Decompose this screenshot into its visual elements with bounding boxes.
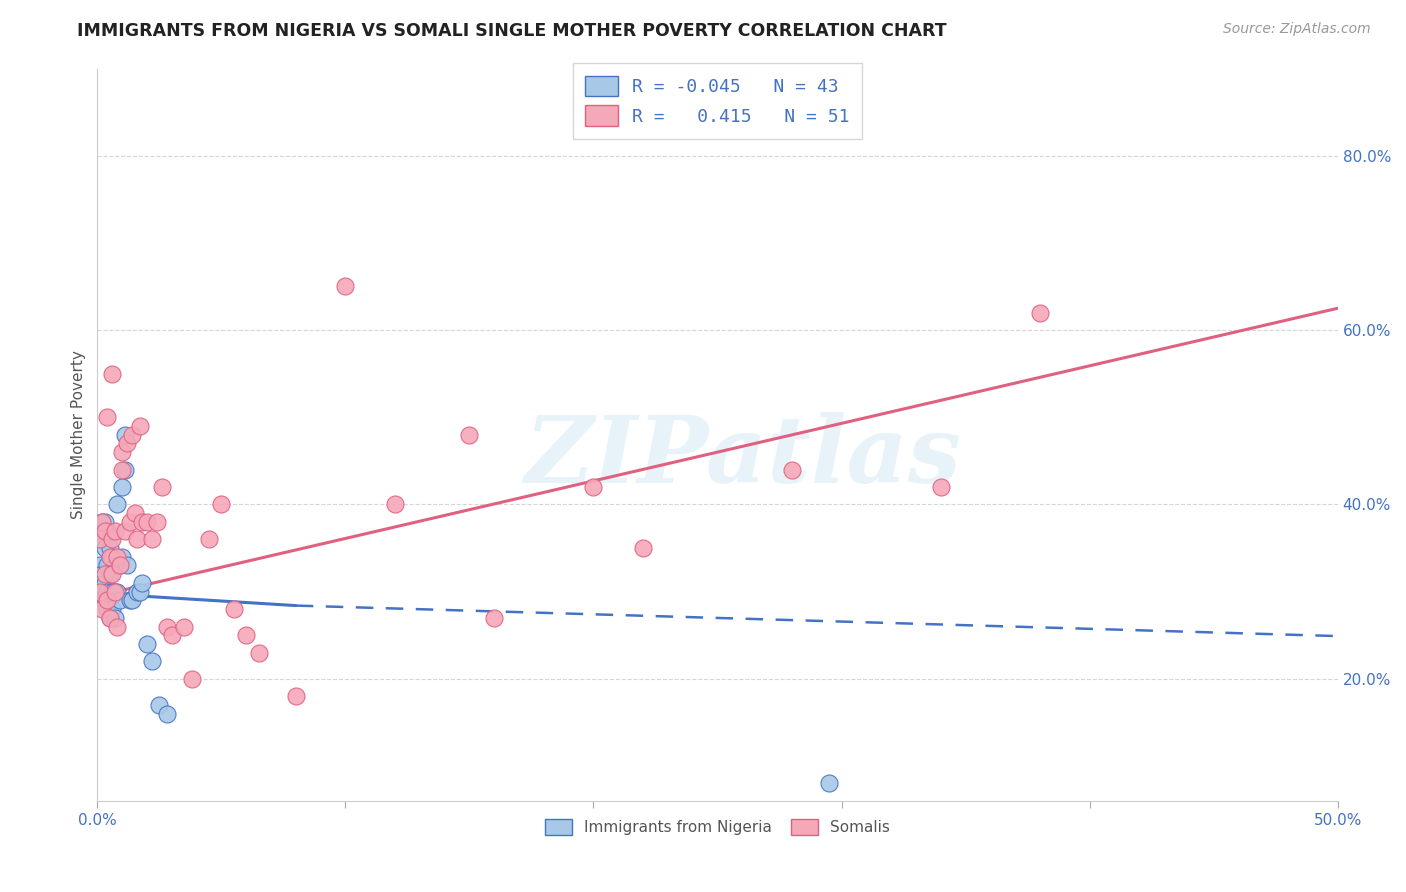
Point bbox=[173, 619, 195, 633]
Point bbox=[121, 427, 143, 442]
Point bbox=[96, 524, 118, 538]
Point bbox=[141, 654, 163, 668]
Point bbox=[222, 602, 245, 616]
Point bbox=[247, 646, 270, 660]
Point bbox=[101, 549, 124, 564]
Point bbox=[94, 593, 117, 607]
Point bbox=[929, 480, 952, 494]
Point bbox=[94, 541, 117, 555]
Point bbox=[1029, 305, 1052, 319]
Point bbox=[105, 498, 128, 512]
Text: IMMIGRANTS FROM NIGERIA VS SOMALI SINGLE MOTHER POVERTY CORRELATION CHART: IMMIGRANTS FROM NIGERIA VS SOMALI SINGLE… bbox=[77, 22, 948, 40]
Point bbox=[91, 515, 114, 529]
Point bbox=[128, 419, 150, 434]
Point bbox=[105, 584, 128, 599]
Point bbox=[114, 462, 136, 476]
Point bbox=[115, 558, 138, 573]
Point bbox=[89, 584, 111, 599]
Point bbox=[108, 593, 131, 607]
Point bbox=[118, 515, 141, 529]
Point bbox=[131, 575, 153, 590]
Point bbox=[89, 533, 111, 547]
Point bbox=[335, 279, 357, 293]
Point bbox=[180, 672, 202, 686]
Point bbox=[124, 506, 146, 520]
Point bbox=[198, 533, 221, 547]
Point bbox=[104, 584, 127, 599]
Point bbox=[631, 541, 654, 555]
Point bbox=[148, 698, 170, 712]
Point bbox=[115, 436, 138, 450]
Point bbox=[284, 690, 307, 704]
Point bbox=[125, 533, 148, 547]
Point bbox=[96, 558, 118, 573]
Point bbox=[98, 541, 121, 555]
Point bbox=[136, 637, 159, 651]
Point bbox=[125, 584, 148, 599]
Point bbox=[105, 558, 128, 573]
Point bbox=[131, 515, 153, 529]
Point bbox=[458, 427, 481, 442]
Point bbox=[209, 498, 232, 512]
Point bbox=[98, 549, 121, 564]
Point bbox=[101, 602, 124, 616]
Point bbox=[160, 628, 183, 642]
Point bbox=[104, 611, 127, 625]
Point bbox=[121, 593, 143, 607]
Point bbox=[114, 427, 136, 442]
Point bbox=[384, 498, 406, 512]
Point bbox=[111, 462, 134, 476]
Text: Source: ZipAtlas.com: Source: ZipAtlas.com bbox=[1223, 22, 1371, 37]
Point bbox=[98, 611, 121, 625]
Point bbox=[136, 515, 159, 529]
Point bbox=[582, 480, 605, 494]
Point bbox=[818, 776, 841, 790]
Point bbox=[89, 558, 111, 573]
Point bbox=[105, 549, 128, 564]
Point bbox=[101, 567, 124, 582]
Point bbox=[101, 584, 124, 599]
Point bbox=[128, 584, 150, 599]
Point bbox=[91, 602, 114, 616]
Point bbox=[108, 558, 131, 573]
Point bbox=[104, 558, 127, 573]
Point bbox=[101, 367, 124, 381]
Point bbox=[94, 575, 117, 590]
Point bbox=[98, 593, 121, 607]
Point bbox=[105, 619, 128, 633]
Point bbox=[96, 584, 118, 599]
Point bbox=[108, 558, 131, 573]
Point bbox=[91, 567, 114, 582]
Y-axis label: Single Mother Poverty: Single Mother Poverty bbox=[72, 351, 86, 519]
Point bbox=[146, 515, 169, 529]
Point bbox=[96, 593, 118, 607]
Point bbox=[111, 480, 134, 494]
Point bbox=[98, 567, 121, 582]
Point bbox=[96, 602, 118, 616]
Point bbox=[91, 533, 114, 547]
Point bbox=[780, 462, 803, 476]
Point bbox=[118, 593, 141, 607]
Point bbox=[94, 515, 117, 529]
Point bbox=[89, 524, 111, 538]
Point bbox=[94, 524, 117, 538]
Legend: Immigrants from Nigeria, Somalis: Immigrants from Nigeria, Somalis bbox=[536, 810, 900, 845]
Point bbox=[101, 533, 124, 547]
Point bbox=[94, 567, 117, 582]
Point bbox=[96, 410, 118, 425]
Point bbox=[114, 524, 136, 538]
Point bbox=[150, 480, 173, 494]
Point bbox=[111, 445, 134, 459]
Point bbox=[156, 706, 179, 721]
Point bbox=[235, 628, 257, 642]
Point bbox=[156, 619, 179, 633]
Text: ZIPatlas: ZIPatlas bbox=[524, 412, 960, 501]
Point bbox=[98, 611, 121, 625]
Point bbox=[141, 533, 163, 547]
Point bbox=[104, 584, 127, 599]
Point bbox=[484, 611, 506, 625]
Point bbox=[91, 515, 114, 529]
Point bbox=[111, 549, 134, 564]
Point bbox=[104, 524, 127, 538]
